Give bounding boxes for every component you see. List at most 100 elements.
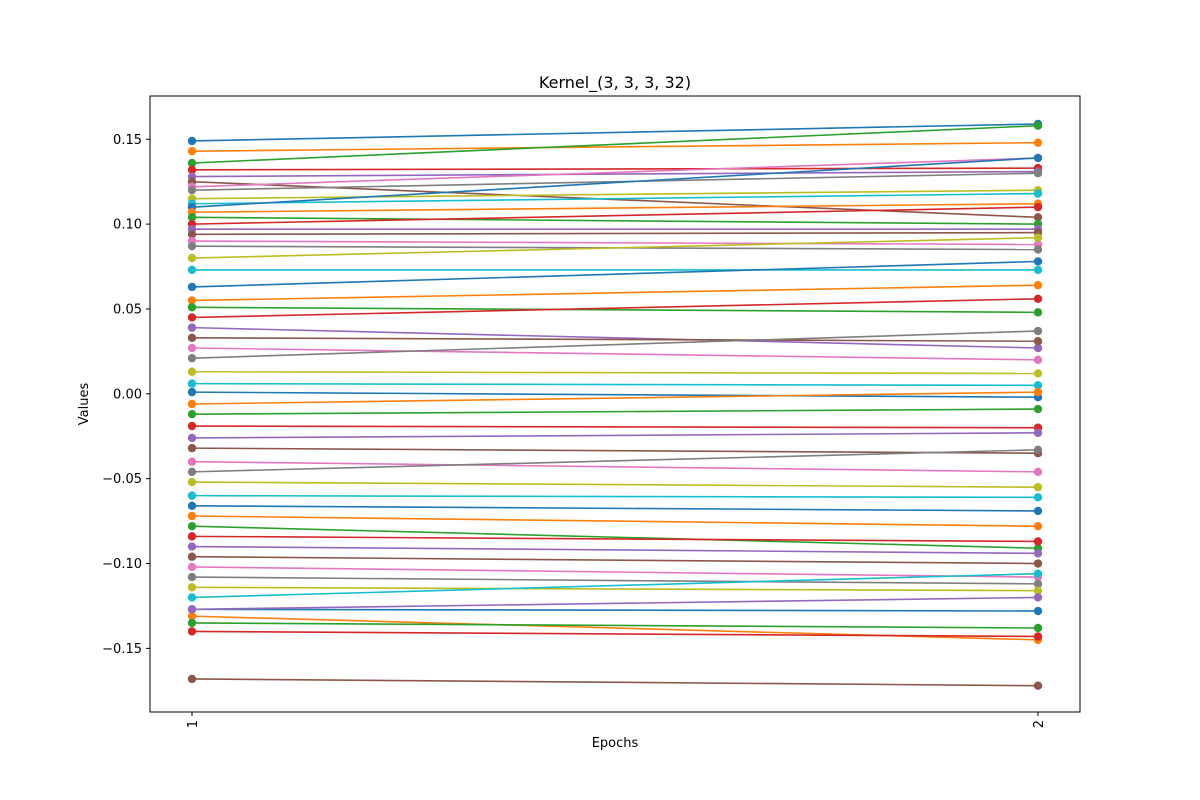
data-point <box>187 282 197 292</box>
series-20 <box>187 265 1043 275</box>
data-point <box>1033 257 1043 266</box>
data-point <box>1033 493 1043 502</box>
series-line <box>191 678 1039 687</box>
y-tick-label: 0.15 <box>113 133 142 148</box>
series-53 <box>187 618 1043 633</box>
series-39 <box>187 477 1043 492</box>
data-point <box>187 433 197 443</box>
series-line <box>191 535 1039 543</box>
data-point <box>1033 308 1043 317</box>
series-24 <box>187 294 1043 322</box>
y-tick-label: −0.05 <box>102 472 142 487</box>
series-40 <box>187 491 1043 502</box>
data-point <box>1033 202 1043 212</box>
data-point <box>1033 559 1043 568</box>
series-line <box>191 630 1039 638</box>
series-line <box>191 622 1039 629</box>
series-25 <box>187 323 1043 353</box>
data-point <box>1033 428 1043 438</box>
data-point <box>187 399 197 409</box>
data-point <box>187 158 197 168</box>
data-point <box>187 457 197 466</box>
y-tick-label: −0.15 <box>102 642 142 657</box>
data-point <box>187 265 197 275</box>
series-13 <box>187 213 1043 229</box>
series-31 <box>187 387 1043 402</box>
series-line <box>191 382 1039 387</box>
data-point <box>187 501 197 511</box>
data-point <box>1033 445 1043 455</box>
series-line <box>191 460 1039 473</box>
chart-title: Kernel_(3, 3, 3, 32) <box>539 73 691 93</box>
series-line <box>191 231 1039 236</box>
series-line <box>191 157 1039 188</box>
data-point <box>187 552 197 561</box>
series-line <box>191 425 1039 429</box>
data-point <box>187 136 197 146</box>
series-line <box>191 192 1039 205</box>
data-point <box>1033 404 1043 414</box>
y-tick-label: 0.10 <box>113 218 142 233</box>
data-point <box>1033 482 1043 492</box>
data-point <box>187 353 197 363</box>
series-41 <box>187 501 1043 516</box>
series-23 <box>187 303 1043 317</box>
y-tick-label: 0.05 <box>113 302 142 317</box>
data-point <box>1033 521 1043 531</box>
data-point <box>187 605 197 614</box>
plot-frame <box>149 95 1081 713</box>
series-45 <box>187 542 1043 558</box>
series-55 <box>187 593 1043 614</box>
series-line <box>191 347 1039 361</box>
series-line <box>191 505 1039 512</box>
data-point <box>187 618 197 628</box>
series-line <box>191 330 1039 359</box>
data-point <box>187 241 197 251</box>
data-point <box>187 562 197 572</box>
series-line <box>191 370 1039 375</box>
series-layer <box>187 119 1043 690</box>
series-29 <box>187 367 1043 378</box>
data-point <box>187 443 197 453</box>
data-point <box>187 511 197 521</box>
series-21 <box>187 257 1043 292</box>
series-28 <box>187 326 1043 363</box>
data-point <box>1033 369 1043 378</box>
series-42 <box>187 511 1043 531</box>
data-point <box>187 213 197 222</box>
series-line <box>191 586 1039 592</box>
series-line <box>191 306 1039 314</box>
data-point <box>1033 121 1043 130</box>
series-line <box>191 391 1039 399</box>
data-point <box>187 185 197 195</box>
series-48 <box>187 572 1043 589</box>
data-point <box>1033 189 1043 198</box>
series-30 <box>187 379 1043 390</box>
data-point <box>187 165 197 175</box>
series-line <box>191 608 1039 612</box>
data-point <box>187 387 197 397</box>
data-point <box>1033 569 1043 578</box>
y-axis-label: Values <box>77 383 92 426</box>
x-axis-label: Epochs <box>592 736 639 751</box>
data-point <box>1033 337 1043 346</box>
data-point <box>1033 169 1043 178</box>
series-line <box>191 326 1039 349</box>
data-point <box>1033 606 1043 616</box>
series-34 <box>187 421 1043 432</box>
data-point <box>1033 381 1043 390</box>
series-line <box>191 141 1039 152</box>
series-line <box>191 170 1039 178</box>
data-point <box>1033 586 1043 595</box>
series-line <box>191 391 1039 405</box>
series-line <box>191 494 1039 499</box>
data-point <box>1033 387 1043 397</box>
data-point <box>187 253 197 263</box>
data-point <box>1033 593 1043 602</box>
series-3 <box>187 121 1043 168</box>
data-point <box>1033 537 1043 546</box>
series-50 <box>187 569 1043 602</box>
series-line <box>191 408 1039 415</box>
data-point <box>1033 138 1043 147</box>
